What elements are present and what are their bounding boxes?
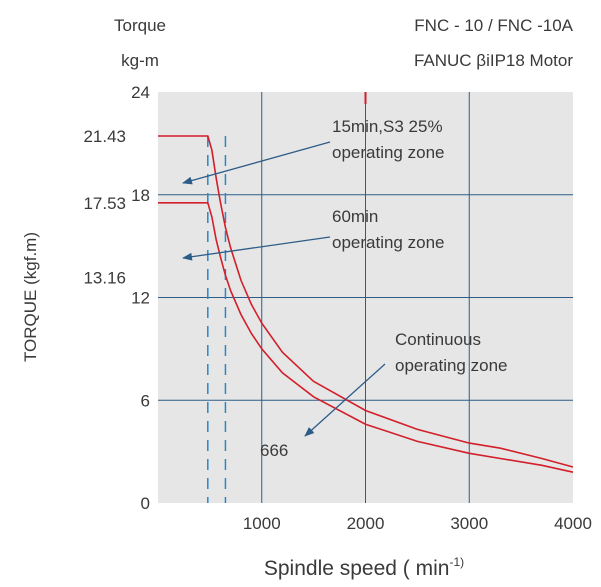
header-model-label: FNC - 10 / FNC -10A — [414, 16, 573, 35]
arrow-15min — [182, 141, 331, 185]
y-tick-label: 6 — [141, 391, 150, 410]
header-unit-label: kg-m — [121, 51, 159, 70]
tick-labels: 0 6 12 18 24 21.43 17.53 13.16 1000 2000 3000 4000 — [83, 83, 591, 533]
x-axis-title-main: Spindle speed ( min — [264, 557, 450, 580]
header-torque-label: Torque — [114, 16, 166, 35]
x-tick-label: 1000 — [243, 514, 281, 533]
series-line-2 — [158, 202, 574, 473]
x-axis-title: Spindle speed ( min-1) — [264, 555, 464, 580]
series-line-1 — [158, 135, 574, 468]
annotation-60min-line2: operating zone — [332, 233, 444, 252]
annotation-15min-line2: operating zone — [332, 143, 444, 162]
y-tick-label: 24 — [131, 83, 150, 102]
annotation-continuous-line1: Continuous — [395, 330, 481, 349]
y-tick-label: 12 — [131, 289, 150, 308]
series-curves — [158, 135, 574, 473]
header-motor-label: FANUC βiIP18 Motor — [414, 51, 573, 70]
y-tick-label: 0 — [141, 494, 150, 513]
arrow-60min — [182, 236, 331, 261]
arrow-continuous — [304, 363, 386, 437]
x-tick-label: 2000 — [347, 514, 385, 533]
x-tick-label: 3000 — [450, 514, 488, 533]
y-tick-label: 18 — [131, 186, 150, 205]
x-axis-title-superscript: -1) — [449, 555, 464, 569]
y-axis-title: TORQUE (kgf.m) — [21, 232, 40, 362]
x-tick-label: 4000 — [554, 514, 592, 533]
annotation-continuous-line2: operating zone — [395, 356, 507, 375]
annotation-15min-line1: 15min,S3 25% — [332, 117, 443, 136]
y-value-label: 21.43 — [83, 127, 126, 146]
dashed-reference-lines — [207, 136, 227, 503]
y-value-label: 17.53 — [83, 194, 126, 213]
annotation-60min-line1: 60min — [332, 207, 378, 226]
y-value-label: 13.16 — [83, 269, 126, 288]
annotation-666: 666 — [260, 441, 288, 460]
